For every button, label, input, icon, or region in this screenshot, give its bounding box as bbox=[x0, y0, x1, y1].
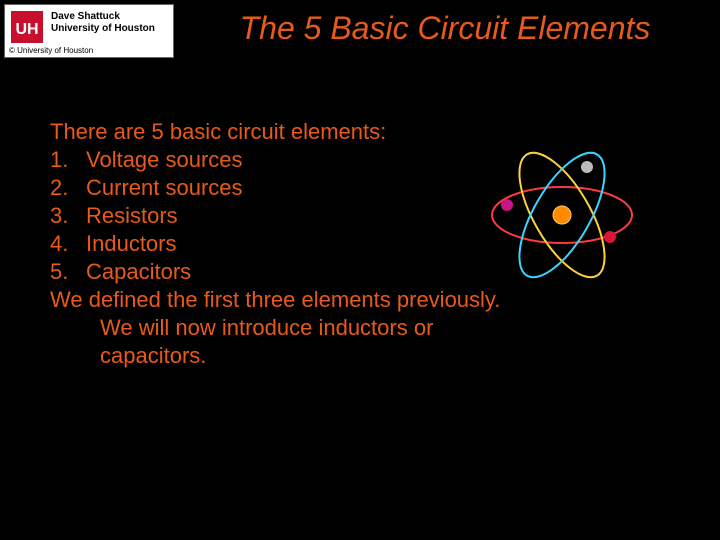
university-logo-block: UH Dave Shattuck University of Houston ©… bbox=[4, 4, 174, 58]
uh-logo-icon: UH bbox=[9, 9, 45, 45]
slide-title: The 5 Basic Circuit Elements bbox=[174, 4, 712, 47]
content: There are 5 basic circuit elements: 1.Vo… bbox=[0, 58, 720, 370]
atom-diagram bbox=[462, 140, 662, 290]
header: UH Dave Shattuck University of Houston ©… bbox=[0, 0, 720, 58]
uh-letters: UH bbox=[15, 21, 38, 38]
university-name: University of Houston bbox=[51, 23, 155, 34]
outro-text: We defined the first three elements prev… bbox=[50, 286, 670, 370]
copyright-text: © University of Houston bbox=[9, 46, 93, 55]
outro-line: We defined the first three elements prev… bbox=[50, 287, 500, 312]
logo-text: Dave Shattuck University of Houston bbox=[51, 11, 155, 35]
outro-line: capacitors. bbox=[50, 342, 670, 370]
outro-line: We will now introduce inductors or bbox=[50, 314, 670, 342]
author-name: Dave Shattuck bbox=[51, 11, 120, 22]
